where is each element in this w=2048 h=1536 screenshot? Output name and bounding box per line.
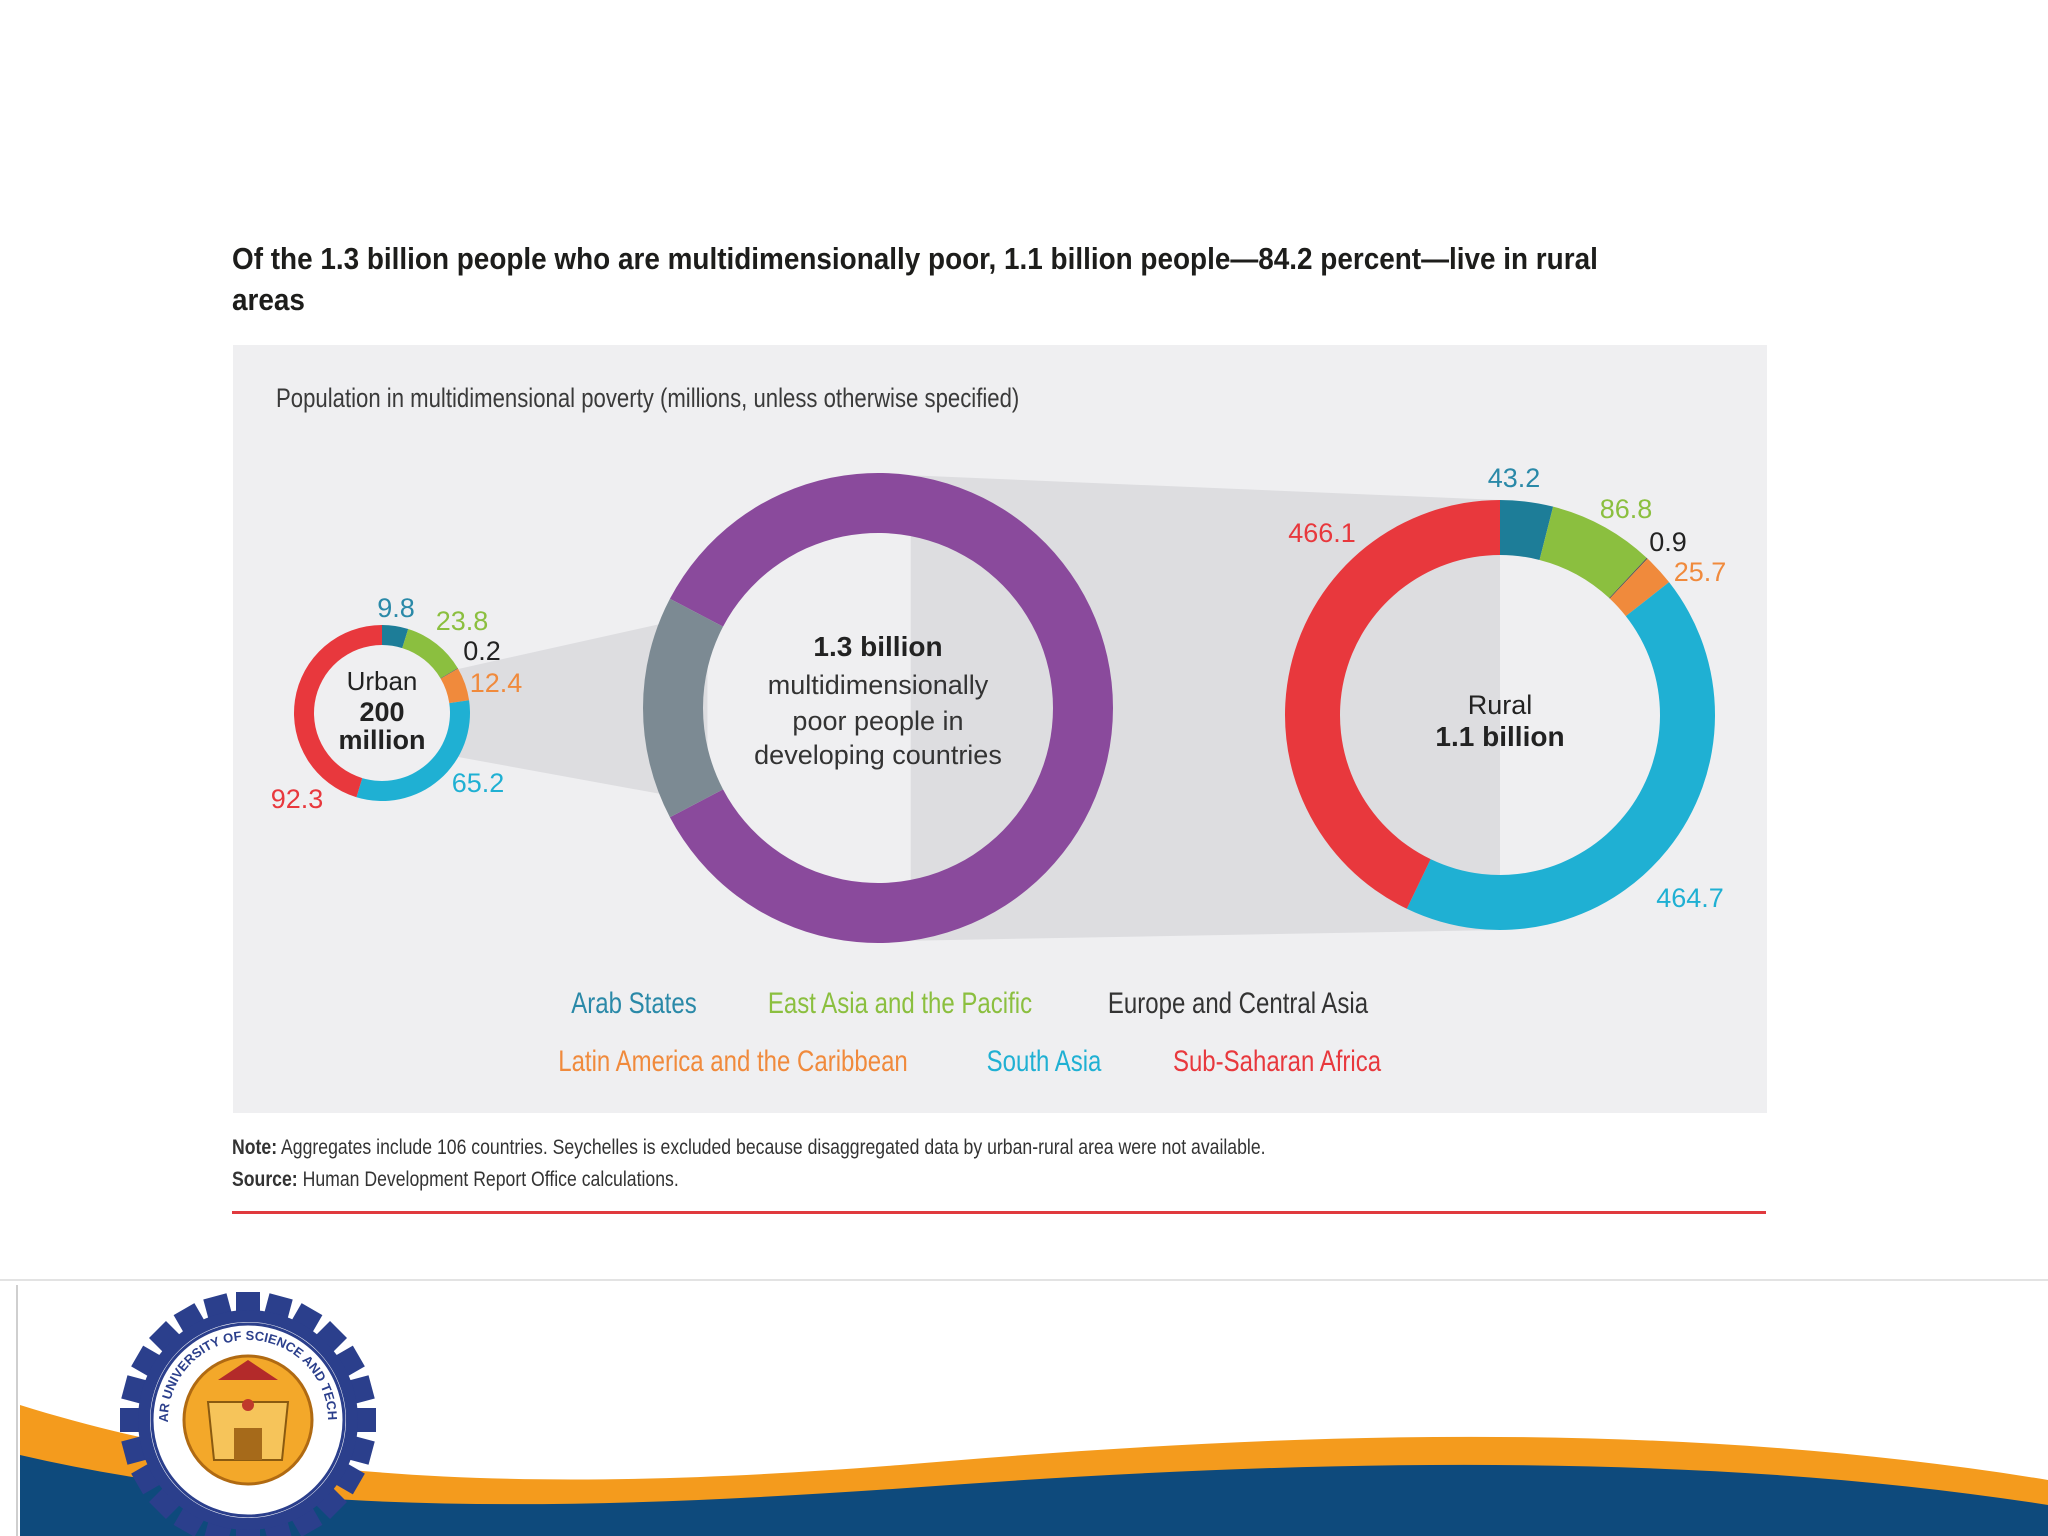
rural-value-label: 25.7 [1674,557,1727,587]
footer-navy-wave [20,1455,2048,1536]
rural-slice [1285,499,1500,909]
center-donut [643,473,1113,943]
legend-latin-america-caribbean: Latin America and the Caribbean [558,1045,908,1078]
rural-value-label: 464.7 [1656,883,1724,913]
urban-value-label: 9.8 [377,593,415,623]
university-logo: BAHIR DAR UNIVERSITY OF SCIENCE AND TECH… [120,1292,376,1536]
rural-label: Rural [1468,690,1533,720]
rural-slice [1609,557,1648,599]
urban-slice [402,628,458,679]
rural-value-label: 0.9 [1649,527,1687,557]
urban-value-label: 12.4 [470,668,523,698]
urban-slice [294,625,382,798]
slide-divider [0,1279,2048,1281]
urban-slice [356,700,470,801]
legend-east-asia-pacific: East Asia and the Pacific [767,987,1033,1020]
rural-slice [1539,506,1647,599]
urban-value-label: 0.2 [463,636,501,666]
urban-value-label: 92.3 [271,784,324,814]
center-total: 1.3 billion [813,631,942,662]
legend-row-2: Latin America and the Caribbean South As… [0,1045,2048,1085]
data-labels: 9.8 23.80.212.4 65.2 92.3 43.2 86.80.925.7 464… [271,463,1727,913]
chart-subtitle: Population in multidimensional poverty (… [276,383,1020,413]
urban-connector [458,613,708,803]
legend-row-1: Arab States East Asia and the Pacific Eu… [0,987,2048,1027]
urban-total: 200 [359,697,404,727]
center-caption-3: developing countries [754,740,1002,770]
rural-donut [1285,499,1715,930]
rural-value-label: 43.2 [1488,463,1541,493]
urban-value-label: 23.8 [436,606,489,636]
slide-footer: BAHIR DAR UNIVERSITY OF SCIENCE AND TECH… [20,1292,2048,1536]
legend-arab-states: Arab States [571,987,697,1020]
center-caption-2: poor people in [792,706,963,736]
urban-slice [440,668,459,679]
urban-donut [294,625,470,801]
rural-slice [1500,500,1554,560]
slide-left-border [16,1285,18,1536]
rural-slice [1406,582,1715,930]
source-text: Human Development Report Office calculat… [302,1168,679,1191]
center-caption-1: multidimensionally [768,670,989,700]
note-text: Aggregates include 106 countries. Seyche… [281,1136,1266,1159]
urban-slice [382,625,409,649]
urban-total-unit: million [339,725,426,755]
urban-slice [440,668,470,704]
page-title: Of the 1.3 billion people who are multid… [232,241,1598,317]
source-line: Source: Human Development Report Office … [232,1164,1576,1196]
rural-slice [1609,558,1670,617]
source-label: Source: [232,1168,298,1191]
legend-europe-central-asia: Europe and Central Asia [1107,987,1369,1020]
rural-value-label: 86.8 [1600,494,1653,524]
center-urban-slice [643,598,724,818]
red-divider [232,1211,1766,1214]
note-line: Note: Aggregates include 106 countries. … [232,1132,1576,1164]
urban-value-label: 65.2 [452,768,505,798]
legend-sub-saharan-africa: Sub-Saharan Africa [1172,1045,1382,1078]
rural-total: 1.1 billion [1435,721,1564,752]
note-block: Note: Aggregates include 106 countries. … [232,1132,1576,1196]
legend-south-asia: South Asia [986,1045,1102,1078]
urban-label: Urban [347,666,418,696]
note-label: Note: [232,1136,278,1159]
rural-value-label: 466.1 [1288,518,1356,548]
